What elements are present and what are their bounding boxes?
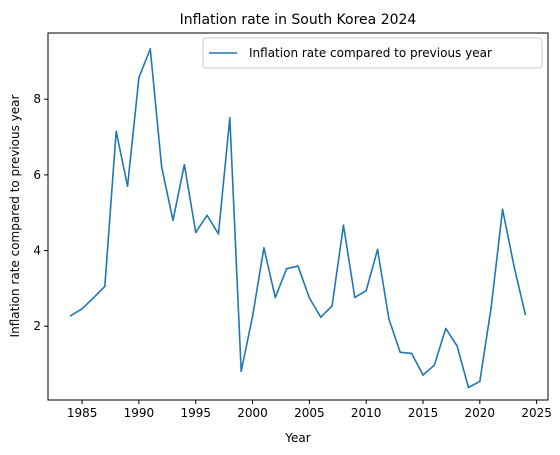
x-tick-label: 2005 — [294, 406, 325, 420]
data-point — [444, 327, 447, 330]
x-tick-label: 2020 — [465, 406, 496, 420]
data-point — [81, 308, 83, 310]
data-point — [285, 267, 288, 270]
y-axis: 2 4 6 8 — [33, 92, 48, 333]
chart-title: Inflation rate in South Korea 2024 — [180, 12, 417, 28]
data-point — [92, 297, 95, 299]
data-point — [194, 231, 197, 234]
y-axis-label: Inflation rate compared to previous year — [8, 94, 22, 337]
data-point — [69, 314, 72, 317]
data-point — [513, 264, 515, 267]
data-point — [456, 345, 458, 347]
x-axis: 1985 1990 1995 2000 2005 2010 2015 2020 2025 — [67, 400, 552, 420]
data-point — [365, 289, 367, 292]
data-point — [308, 297, 311, 299]
data-point — [138, 76, 140, 79]
x-tick-label: 1985 — [67, 406, 98, 420]
x-tick-label: 2010 — [351, 406, 382, 420]
data-point — [172, 219, 174, 222]
x-tick-label: 2015 — [408, 406, 439, 420]
x-axis-label: Year — [284, 431, 310, 445]
data-point — [501, 208, 504, 211]
x-tick-label: 1995 — [180, 406, 211, 420]
data-point — [524, 313, 527, 315]
x-tick-label: 1990 — [124, 406, 155, 420]
data-point — [160, 166, 163, 168]
data-point — [479, 380, 481, 383]
data-point — [354, 296, 356, 299]
data-point — [490, 306, 492, 309]
y-tick-label: 2 — [33, 319, 41, 333]
data-point — [331, 304, 333, 307]
plot-area — [69, 48, 527, 389]
axes-frame — [47, 32, 549, 401]
y-tick-label: 6 — [33, 168, 41, 182]
data-point — [342, 224, 345, 227]
data-point — [399, 351, 402, 354]
data-point — [229, 116, 231, 119]
data-point — [297, 265, 299, 267]
data-point — [263, 247, 265, 249]
data-point — [104, 285, 106, 288]
data-point — [422, 374, 424, 376]
y-tick-label: 8 — [33, 92, 41, 106]
legend: Inflation rate compared to previous year — [202, 37, 543, 69]
data-point — [115, 130, 117, 133]
data-point — [206, 214, 208, 217]
data-point — [126, 185, 129, 188]
data-point — [410, 352, 413, 355]
legend-box — [202, 37, 543, 69]
data-point — [319, 316, 322, 318]
y-tick-label: 4 — [33, 244, 41, 258]
data-point — [240, 370, 242, 373]
data-point — [376, 248, 379, 251]
data-point — [433, 364, 436, 366]
data-point — [217, 233, 220, 235]
data-point — [467, 386, 470, 389]
data-point — [251, 315, 254, 318]
data-point — [274, 296, 277, 299]
data-point — [149, 48, 152, 50]
data-point — [183, 163, 186, 166]
x-tick-label: 2025 — [521, 406, 552, 420]
legend-label: Inflation rate compared to previous year — [249, 46, 492, 60]
x-tick-label: 2000 — [237, 406, 268, 420]
data-point — [388, 318, 390, 320]
